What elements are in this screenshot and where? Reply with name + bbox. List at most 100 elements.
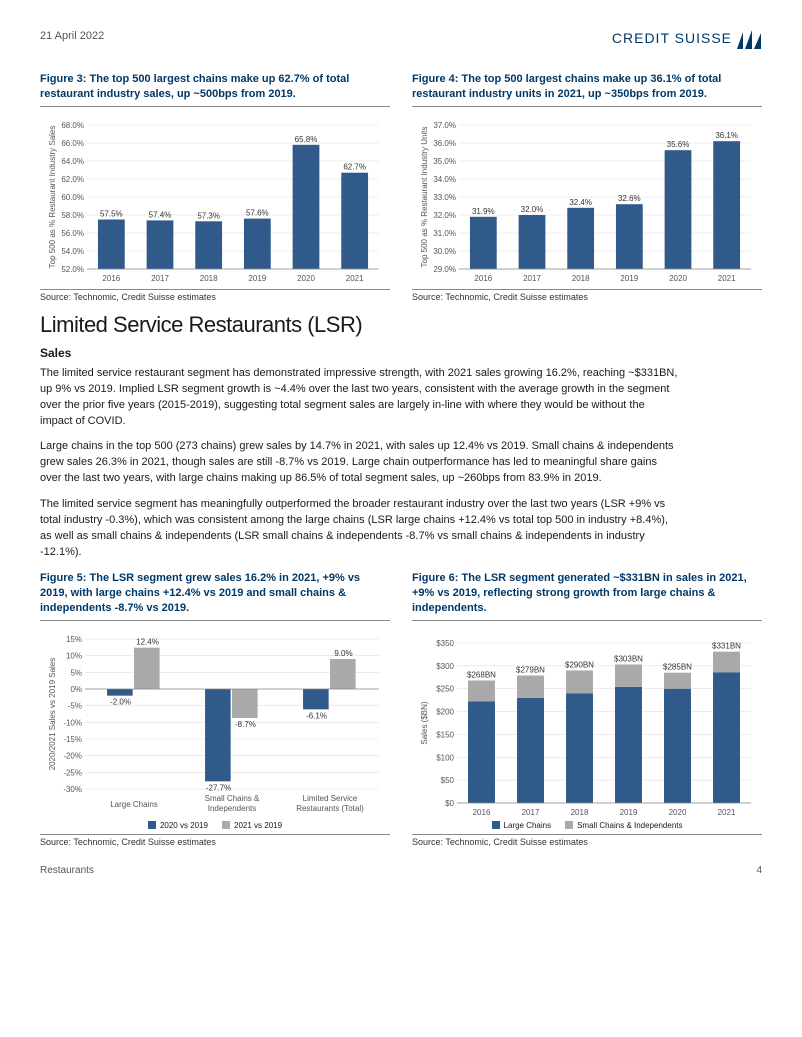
figure-6-chart: $0$50$100$150$200$250$300$350Sales ($BN)…: [412, 629, 762, 819]
svg-text:$303BN: $303BN: [614, 654, 643, 663]
svg-text:-30%: -30%: [63, 785, 82, 794]
svg-text:57.5%: 57.5%: [100, 209, 123, 218]
figure-5-source: Source: Technomic, Credit Suisse estimat…: [40, 834, 390, 847]
figure-6-title: Figure 6: The LSR segment generated ~$33…: [412, 571, 762, 621]
svg-text:12.4%: 12.4%: [136, 637, 159, 646]
svg-text:29.0%: 29.0%: [433, 265, 456, 274]
svg-text:66.0%: 66.0%: [61, 139, 84, 148]
svg-text:Large Chains: Large Chains: [110, 800, 158, 809]
svg-text:Independents: Independents: [208, 804, 257, 813]
svg-text:Top 500 as % Restaurant Indust: Top 500 as % Restaurant Industry Sales: [48, 125, 57, 268]
svg-text:2018: 2018: [200, 274, 218, 283]
footer-page-number: 4: [756, 865, 762, 876]
figure-4: Figure 4: The top 500 largest chains mak…: [412, 72, 762, 302]
svg-text:2017: 2017: [523, 274, 541, 283]
svg-text:31.0%: 31.0%: [433, 229, 456, 238]
svg-text:-10%: -10%: [63, 718, 82, 727]
svg-text:2020: 2020: [297, 274, 315, 283]
figure-4-title: Figure 4: The top 500 largest chains mak…: [412, 72, 762, 107]
svg-text:37.0%: 37.0%: [433, 121, 456, 130]
svg-text:$285BN: $285BN: [663, 662, 692, 671]
svg-text:60.0%: 60.0%: [61, 193, 84, 202]
svg-text:2020: 2020: [669, 274, 687, 283]
svg-text:36.1%: 36.1%: [715, 131, 738, 140]
svg-text:2019: 2019: [248, 274, 266, 283]
svg-text:0%: 0%: [70, 685, 82, 694]
figure-row-top: Figure 3: The top 500 largest chains mak…: [40, 72, 762, 302]
svg-text:33.0%: 33.0%: [433, 193, 456, 202]
svg-text:-6.1%: -6.1%: [306, 711, 327, 720]
brand-logo-icon: [736, 30, 762, 50]
figure-5-title: Figure 5: The LSR segment grew sales 16.…: [40, 571, 390, 621]
svg-text:Restaurants (Total): Restaurants (Total): [296, 804, 364, 813]
svg-text:-25%: -25%: [63, 768, 82, 777]
svg-text:68.0%: 68.0%: [61, 121, 84, 130]
svg-text:-2.0%: -2.0%: [110, 697, 131, 706]
figure-4-source: Source: Technomic, Credit Suisse estimat…: [412, 289, 762, 302]
svg-text:-5%: -5%: [68, 701, 82, 710]
svg-text:$50: $50: [441, 776, 455, 785]
svg-text:2016: 2016: [473, 808, 491, 817]
svg-text:32.0%: 32.0%: [433, 211, 456, 220]
svg-text:-8.7%: -8.7%: [235, 720, 256, 729]
svg-text:32.4%: 32.4%: [569, 197, 592, 206]
svg-text:35.0%: 35.0%: [433, 157, 456, 166]
svg-text:$268BN: $268BN: [467, 670, 496, 679]
figure-5: Figure 5: The LSR segment grew sales 16.…: [40, 571, 390, 847]
figure-6-legend: Large Chains Small Chains & Independents: [412, 821, 762, 830]
figure-3-source: Source: Technomic, Credit Suisse estimat…: [40, 289, 390, 302]
page-header: 21 April 2022 CREDIT SUISSE: [40, 30, 762, 50]
svg-text:2020/2021 Sales vs 2019 Sales: 2020/2021 Sales vs 2019 Sales: [48, 657, 57, 770]
svg-text:2019: 2019: [620, 274, 638, 283]
svg-text:Limited Service: Limited Service: [303, 794, 358, 803]
svg-text:32.6%: 32.6%: [618, 194, 641, 203]
figure-3: Figure 3: The top 500 largest chains mak…: [40, 72, 390, 302]
svg-text:10%: 10%: [66, 651, 82, 660]
svg-text:2020: 2020: [669, 808, 687, 817]
legend-item-2021: 2021 vs 2019: [222, 821, 282, 830]
svg-text:34.0%: 34.0%: [433, 175, 456, 184]
report-date: 21 April 2022: [40, 30, 104, 42]
figure-5-legend: 2020 vs 2019 2021 vs 2019: [40, 821, 390, 830]
svg-text:2021: 2021: [346, 274, 364, 283]
svg-text:2019: 2019: [620, 808, 638, 817]
svg-text:9.0%: 9.0%: [334, 649, 352, 658]
svg-text:35.6%: 35.6%: [667, 140, 690, 149]
svg-text:32.0%: 32.0%: [521, 205, 544, 214]
svg-text:57.3%: 57.3%: [197, 211, 220, 220]
svg-text:64.0%: 64.0%: [61, 157, 84, 166]
sub-heading-sales: Sales: [40, 346, 762, 360]
svg-text:$300: $300: [436, 661, 454, 670]
section-heading-lsr: Limited Service Restaurants (LSR): [40, 312, 762, 338]
svg-text:$200: $200: [436, 707, 454, 716]
svg-text:$250: $250: [436, 684, 454, 693]
figure-6: Figure 6: The LSR segment generated ~$33…: [412, 571, 762, 847]
figure-row-bottom: Figure 5: The LSR segment grew sales 16.…: [40, 571, 762, 847]
svg-text:-20%: -20%: [63, 751, 82, 760]
svg-text:58.0%: 58.0%: [61, 211, 84, 220]
figure-5-chart: -30%-25%-20%-15%-10%-5%0%5%10%15%2020/20…: [40, 629, 390, 819]
svg-text:$350: $350: [436, 639, 454, 648]
svg-text:2017: 2017: [151, 274, 169, 283]
svg-text:31.9%: 31.9%: [472, 206, 495, 215]
footer-section-name: Restaurants: [40, 865, 94, 876]
svg-text:2021: 2021: [718, 808, 736, 817]
brand-logo: CREDIT SUISSE: [612, 30, 762, 50]
svg-text:$0: $0: [445, 799, 454, 808]
svg-text:54.0%: 54.0%: [61, 247, 84, 256]
brand-logo-text: CREDIT SUISSE: [612, 30, 732, 46]
svg-text:62.7%: 62.7%: [343, 162, 366, 171]
svg-text:56.0%: 56.0%: [61, 229, 84, 238]
svg-text:Top 500 as % Restaurant Indust: Top 500 as % Restaurant Industry Units: [420, 126, 429, 267]
svg-text:2016: 2016: [102, 274, 120, 283]
legend-item-small-chains: Small Chains & Independents: [565, 821, 682, 830]
legend-item-2020: 2020 vs 2019: [148, 821, 208, 830]
svg-text:2016: 2016: [474, 274, 492, 283]
figure-4-chart: 29.0%30.0%31.0%32.0%33.0%34.0%35.0%36.0%…: [412, 115, 762, 285]
svg-text:$290BN: $290BN: [565, 660, 594, 669]
svg-text:2018: 2018: [571, 808, 589, 817]
body-paragraph-3: The limited service segment has meaningf…: [40, 497, 680, 561]
svg-text:65.8%: 65.8%: [295, 134, 318, 143]
body-paragraph-2: Large chains in the top 500 (273 chains)…: [40, 439, 680, 487]
svg-text:-15%: -15%: [63, 735, 82, 744]
